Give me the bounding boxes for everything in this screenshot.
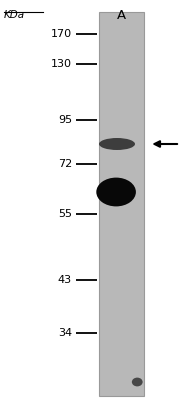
Text: 43: 43 [58,275,72,285]
Ellipse shape [132,378,143,386]
Text: 34: 34 [58,328,72,338]
Text: 95: 95 [58,115,72,125]
Text: A: A [117,9,126,22]
Text: 55: 55 [58,209,72,219]
Text: 72: 72 [58,159,72,169]
Text: 170: 170 [51,29,72,39]
Bar [99,12,144,396]
Ellipse shape [99,138,135,150]
Text: 130: 130 [51,59,72,69]
Ellipse shape [96,178,136,206]
Text: KDa: KDa [4,10,25,20]
